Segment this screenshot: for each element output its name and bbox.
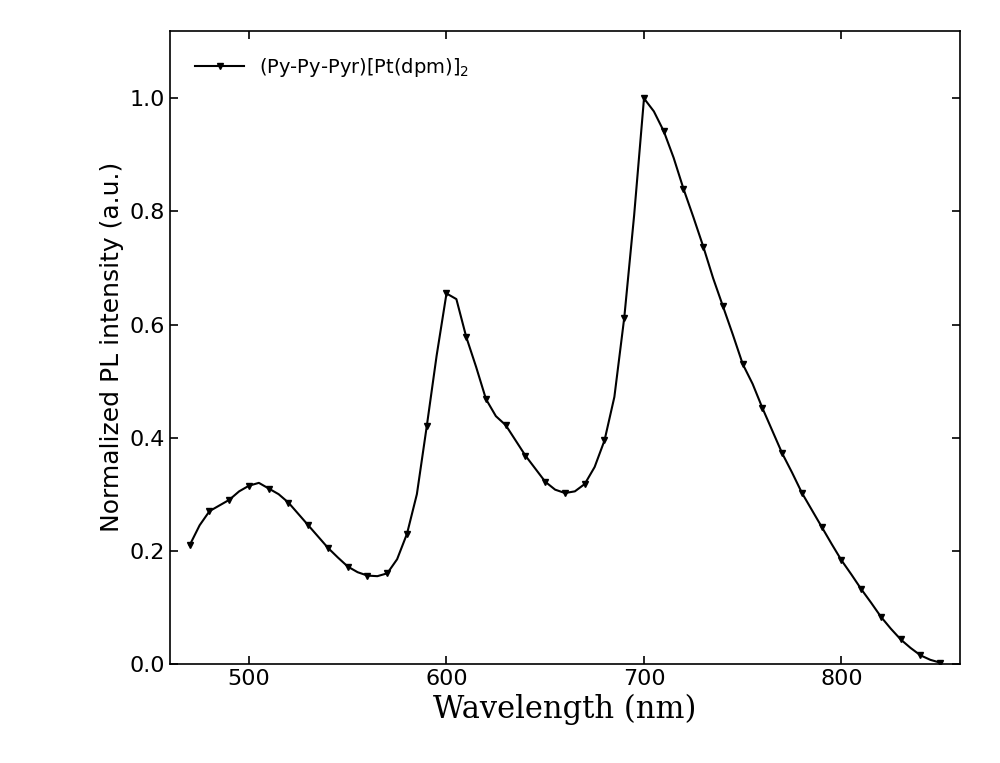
(Py-Py-Pyr)[Pt(dpm)]$_2$ — [490, 411, 502, 420]
(Py-Py-Pyr)[Pt(dpm)]$_2$ — [638, 94, 650, 103]
Line: (Py-Py-Pyr)[Pt(dpm)]$_2$: (Py-Py-Pyr)[Pt(dpm)]$_2$ — [186, 95, 944, 666]
(Py-Py-Pyr)[Pt(dpm)]$_2$ — [332, 553, 344, 562]
(Py-Py-Pyr)[Pt(dpm)]$_2$ — [598, 436, 610, 445]
(Py-Py-Pyr)[Pt(dpm)]$_2$ — [184, 540, 196, 549]
(Py-Py-Pyr)[Pt(dpm)]$_2$ — [510, 436, 522, 445]
(Py-Py-Pyr)[Pt(dpm)]$_2$ — [431, 351, 443, 360]
Legend: (Py-Py-Pyr)[Pt(dpm)]$_2$: (Py-Py-Pyr)[Pt(dpm)]$_2$ — [180, 40, 485, 95]
(Py-Py-Pyr)[Pt(dpm)]$_2$ — [934, 658, 946, 668]
(Py-Py-Pyr)[Pt(dpm)]$_2$ — [440, 289, 452, 298]
Y-axis label: Normalized PL intensity (a.u.): Normalized PL intensity (a.u.) — [100, 162, 124, 533]
X-axis label: Wavelength (nm): Wavelength (nm) — [433, 694, 697, 726]
